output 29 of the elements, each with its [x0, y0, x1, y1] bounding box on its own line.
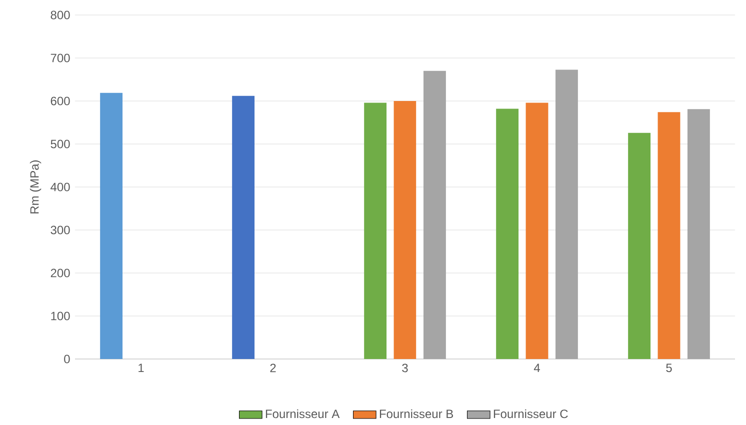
- bar: [423, 70, 446, 359]
- y-tick-label: 200: [50, 268, 70, 278]
- bar: [628, 132, 651, 359]
- bar: [658, 112, 680, 359]
- y-tick-label: 500: [50, 140, 70, 148]
- bar: [555, 70, 578, 359]
- x-tick-label: 5: [666, 364, 672, 372]
- y-tick-label: 600: [50, 96, 70, 106]
- legend-label: Fournisseur B: [380, 409, 454, 418]
- x-tick-label: 4: [534, 364, 540, 372]
- bar: [687, 109, 710, 359]
- y-tick-label: 400: [50, 182, 70, 192]
- x-tick-label: 2: [270, 364, 276, 372]
- y-tick-label: 700: [50, 54, 70, 62]
- bar: [100, 92, 123, 359]
- legend-label: Fournisseur C: [494, 409, 568, 418]
- bar: [232, 96, 255, 359]
- y-axis-title: Rm (MPa): [30, 160, 42, 214]
- x-tick-label: 1: [138, 364, 144, 372]
- x-tick-label: 3: [402, 364, 408, 372]
- bar: [394, 101, 416, 359]
- bar: [526, 102, 548, 359]
- bar: [496, 108, 519, 359]
- bar: [364, 102, 387, 359]
- y-tick-label: 300: [50, 226, 70, 234]
- y-tick-label: 100: [51, 312, 70, 320]
- y-tick-label: 800: [50, 10, 70, 20]
- y-tick-label: 0: [64, 354, 70, 364]
- legend-label: Fournisseur A: [266, 409, 340, 418]
